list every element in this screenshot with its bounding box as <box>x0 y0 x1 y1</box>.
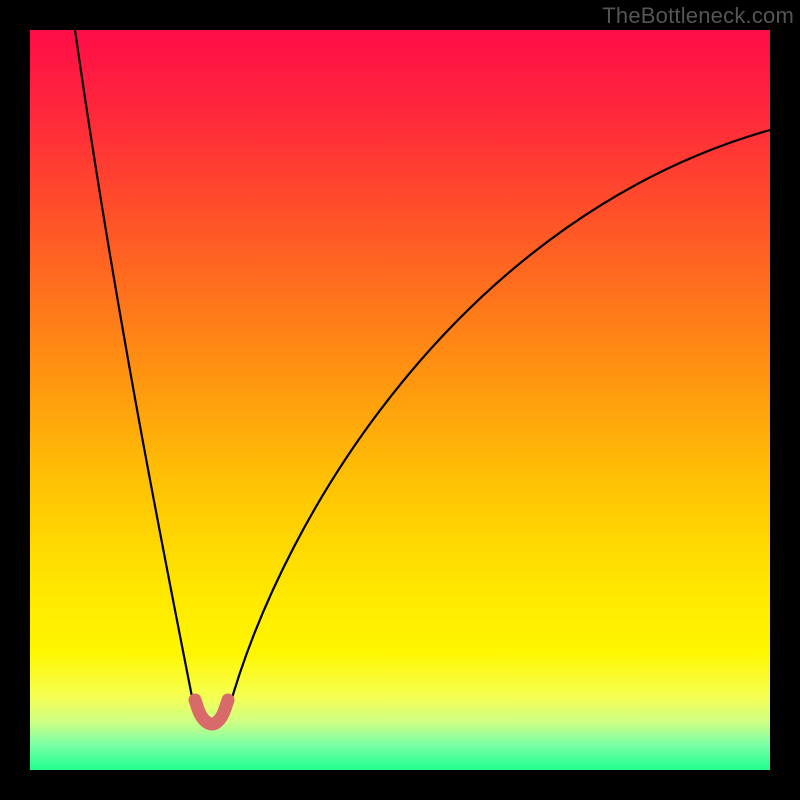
bottleneck-chart <box>0 0 800 800</box>
watermark-label: TheBottleneck.com <box>602 3 794 29</box>
chart-container: TheBottleneck.com <box>0 0 800 800</box>
plot-background <box>30 30 770 770</box>
